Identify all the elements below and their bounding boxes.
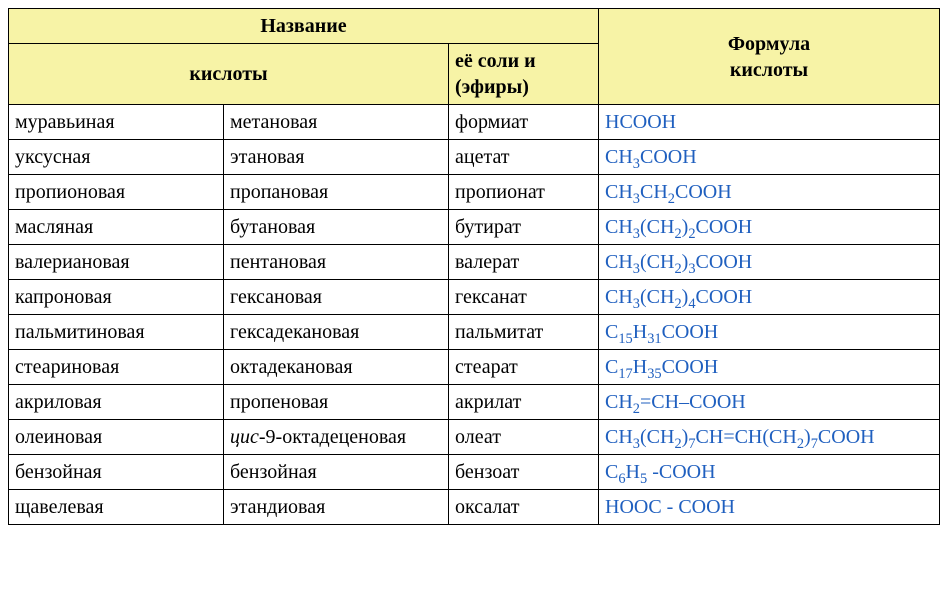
cell-trivial-name: стеариновая: [9, 350, 224, 385]
header-formula-group: Формула кислоты: [599, 9, 940, 105]
cell-formula: CH3(CH2)4COOH: [599, 280, 940, 315]
cell-formula: CH3COOH: [599, 140, 940, 175]
cell-salt-name: олеат: [449, 420, 599, 455]
cell-salt-name: пропионат: [449, 175, 599, 210]
cell-formula: C6H5 -COOH: [599, 455, 940, 490]
cell-salt-name: формиат: [449, 105, 599, 140]
table-row: щавелеваяэтандиоваяоксалатHOOC - COOH: [9, 490, 940, 525]
cell-trivial-name: валериановая: [9, 245, 224, 280]
table-row: бензойнаябензойнаябензоатC6H5 -COOH: [9, 455, 940, 490]
cell-trivial-name: пальмитиновая: [9, 315, 224, 350]
header-formula-line1: Формула: [728, 33, 810, 55]
cell-salt-name: валерат: [449, 245, 599, 280]
cell-trivial-name: бензойная: [9, 455, 224, 490]
table-row: муравьинаяметановаяформиатHCOOH: [9, 105, 940, 140]
cell-formula: CH3CH2COOH: [599, 175, 940, 210]
header-acid-sub: кислоты: [9, 44, 449, 105]
table-header: Название Формула кислоты кислоты её соли…: [9, 9, 940, 105]
acids-table: Название Формула кислоты кислоты её соли…: [8, 8, 940, 525]
table-row: маслянаябутановаябутиратCH3(CH2)2COOH: [9, 210, 940, 245]
table-row: стеариноваяоктадекановаястеаратC17H35COO…: [9, 350, 940, 385]
cell-systematic-name: этановая: [224, 140, 449, 175]
cell-systematic-name: этандиовая: [224, 490, 449, 525]
italic-prefix: цис: [230, 426, 259, 448]
table-row: валериановаяпентановаявалератCH3(CH2)3CO…: [9, 245, 940, 280]
header-formula-line2: кислоты: [730, 59, 808, 81]
cell-systematic-name: метановая: [224, 105, 449, 140]
cell-trivial-name: пропионовая: [9, 175, 224, 210]
cell-formula: C17H35COOH: [599, 350, 940, 385]
cell-systematic-name: пропеновая: [224, 385, 449, 420]
cell-systematic-name: пропановая: [224, 175, 449, 210]
cell-salt-name: акрилат: [449, 385, 599, 420]
cell-salt-name: бензоат: [449, 455, 599, 490]
table-row: акриловаяпропеноваяакрилатCH2=CH–COOH: [9, 385, 940, 420]
header-salt-sub: её соли и (эфиры): [449, 44, 599, 105]
cell-salt-name: гексанат: [449, 280, 599, 315]
table-row: пропионоваяпропановаяпропионатCH3CH2COOH: [9, 175, 940, 210]
cell-salt-name: стеарат: [449, 350, 599, 385]
table-row: пальмитиноваягексадекановаяпальмитатC15H…: [9, 315, 940, 350]
cell-systematic-name: бутановая: [224, 210, 449, 245]
cell-salt-name: пальмитат: [449, 315, 599, 350]
cell-formula: CH2=CH–COOH: [599, 385, 940, 420]
cell-systematic-name: гексадекановая: [224, 315, 449, 350]
cell-formula: HCOOH: [599, 105, 940, 140]
cell-trivial-name: акриловая: [9, 385, 224, 420]
cell-formula: CH3(CH2)3COOH: [599, 245, 940, 280]
header-name-group: Название: [9, 9, 599, 44]
cell-salt-name: бутират: [449, 210, 599, 245]
cell-systematic-name: цис-9-октадеценовая: [224, 420, 449, 455]
cell-formula: CH3(CH2)7CH=CH(CH2)7COOH: [599, 420, 940, 455]
cell-systematic-name: пентановая: [224, 245, 449, 280]
cell-systematic-name: октадекановая: [224, 350, 449, 385]
cell-formula: CH3(CH2)2COOH: [599, 210, 940, 245]
cell-systematic-name: гексановая: [224, 280, 449, 315]
table-row: олеиноваяцис-9-октадеценоваяолеатCH3(CH2…: [9, 420, 940, 455]
header-salt-line2: (эфиры): [455, 76, 529, 98]
table-row: уксуснаяэтановаяацетатCH3COOH: [9, 140, 940, 175]
cell-salt-name: ацетат: [449, 140, 599, 175]
header-salt-line1: её соли и: [455, 50, 536, 72]
cell-trivial-name: уксусная: [9, 140, 224, 175]
cell-trivial-name: муравьиная: [9, 105, 224, 140]
cell-formula: C15H31COOH: [599, 315, 940, 350]
cell-formula: HOOC - COOH: [599, 490, 940, 525]
cell-systematic-name: бензойная: [224, 455, 449, 490]
table-row: капроноваягексановаягексанатCH3(CH2)4COO…: [9, 280, 940, 315]
cell-trivial-name: капроновая: [9, 280, 224, 315]
cell-trivial-name: олеиновая: [9, 420, 224, 455]
table-body: муравьинаяметановаяформиатHCOOHуксуснаяэ…: [9, 105, 940, 525]
cell-trivial-name: масляная: [9, 210, 224, 245]
cell-salt-name: оксалат: [449, 490, 599, 525]
cell-trivial-name: щавелевая: [9, 490, 224, 525]
